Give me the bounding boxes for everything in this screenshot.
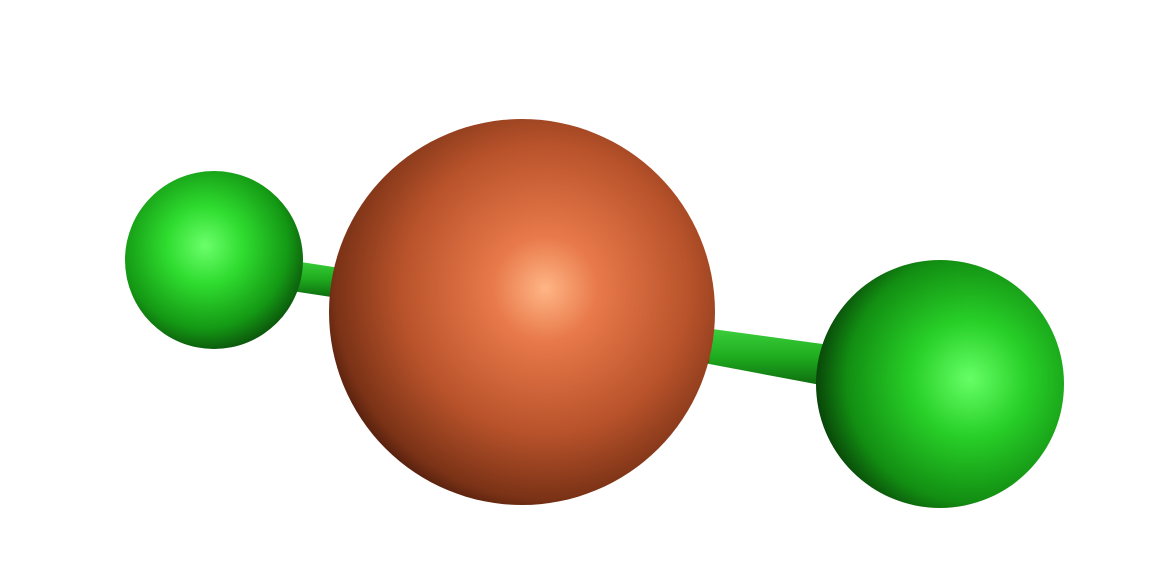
central-metal-atom: [329, 119, 715, 505]
left-halogen-atom: [125, 171, 303, 349]
right-halogen-atom: [816, 260, 1064, 508]
